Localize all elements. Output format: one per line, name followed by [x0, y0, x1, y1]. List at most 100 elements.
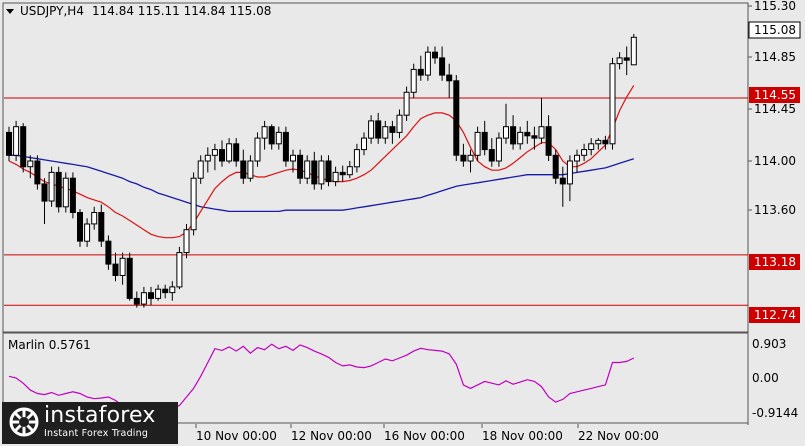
candle-body-bear: [531, 135, 538, 139]
candle: [169, 281, 176, 301]
candle: [34, 155, 41, 190]
price-tick: 113.60: [754, 203, 796, 217]
candle-body-bull: [254, 137, 261, 162]
symbol-label: USDJPY,H4: [20, 4, 84, 18]
candle: [616, 52, 623, 70]
candle: [282, 126, 289, 167]
candle-body-bear: [524, 131, 531, 137]
candle-body-bull: [474, 131, 481, 156]
candle: [574, 149, 580, 173]
candle: [588, 138, 595, 156]
price-axis: 115.30 114.85 114.45 114.00 113.60: [748, 0, 796, 217]
candle: [510, 115, 517, 150]
candle: [13, 120, 20, 161]
candle: [446, 63, 453, 98]
candle: [630, 33, 637, 66]
svg-text:115.08: 115.08: [754, 23, 796, 37]
candle-body-bear: [375, 120, 382, 139]
candle-body-bear: [510, 126, 517, 145]
level-badge-lower: 112.74: [749, 307, 800, 323]
time-label: 10 Nov 00:00: [196, 429, 277, 443]
candle-body-bull: [503, 126, 509, 139]
candle: [176, 246, 183, 290]
candle: [204, 147, 211, 173]
candle: [62, 172, 69, 213]
candle: [432, 46, 438, 64]
candle-body-bear: [432, 51, 438, 59]
candle-body-bear: [453, 80, 460, 156]
candle-body-bull: [48, 171, 55, 202]
candle-body-bull: [581, 149, 588, 156]
candle-body-bull: [424, 51, 431, 76]
candle: [424, 46, 431, 81]
candle: [233, 138, 240, 167]
candle: [396, 109, 403, 139]
candle: [148, 286, 154, 306]
candle: [27, 155, 34, 179]
candle: [325, 155, 332, 187]
candle: [552, 149, 559, 184]
candle: [403, 86, 410, 121]
candle-body-bull: [538, 126, 545, 139]
time-label: 22 Nov 00:00: [578, 429, 659, 443]
candle: [439, 46, 446, 81]
candle-body-bear: [34, 160, 41, 185]
instaforex-logo-icon: [9, 407, 39, 437]
candle: [368, 115, 375, 144]
candle-body-bull: [403, 91, 410, 116]
candle-body-bull: [84, 223, 91, 242]
candle-body-bear: [126, 257, 133, 299]
candle: [417, 55, 424, 81]
candle-body-bear: [162, 288, 169, 294]
candle: [219, 140, 225, 167]
candle: [133, 291, 140, 308]
price-tick: 114.85: [754, 50, 796, 64]
candle-body-bull: [183, 229, 190, 254]
candle: [346, 161, 353, 179]
candle: [517, 126, 524, 150]
candle-body-bull: [346, 166, 353, 176]
candle: [467, 149, 474, 173]
candle-body-bear: [282, 131, 289, 162]
candle-body-bear: [268, 126, 275, 145]
candle: [84, 218, 91, 247]
watermark-brand: instaforex: [44, 403, 156, 428]
svg-text:112.74: 112.74: [754, 308, 796, 322]
candle-body-bear: [112, 263, 119, 277]
candle-body-bull: [27, 160, 34, 168]
candle: [389, 120, 396, 144]
candle-body-bull: [495, 137, 502, 162]
candle-body-bull: [247, 160, 254, 179]
candle: [112, 252, 119, 282]
time-label: 12 Nov 00:00: [291, 429, 372, 443]
candle-body-bear: [105, 240, 112, 265]
candle: [183, 224, 190, 259]
time-axis: 10 Nov 00:00 12 Nov 00:00 16 Nov 00:00 1…: [195, 424, 659, 443]
candle: [20, 123, 27, 173]
candle: [126, 252, 133, 301]
candle: [339, 165, 346, 182]
candle-body-bull: [616, 57, 623, 65]
candle-body-bull: [410, 68, 417, 93]
candle-body-bull: [211, 149, 218, 156]
candle-body-bull: [155, 288, 162, 299]
candle-body-bear: [55, 171, 62, 208]
horizontal-levels: [4, 97, 748, 306]
candle: [375, 112, 382, 144]
candle: [69, 172, 76, 219]
candle: [48, 166, 55, 207]
candle-body-bull: [332, 171, 339, 183]
candle-body-bull: [630, 36, 637, 66]
candle: [602, 135, 609, 150]
candle-body-bear: [325, 160, 332, 183]
candle-body-bull: [595, 139, 602, 145]
candle: [559, 166, 566, 207]
candle-body-bear: [417, 68, 424, 76]
candle-body-bear: [69, 177, 76, 213]
candle-body-bear: [233, 143, 240, 162]
candle: [6, 126, 12, 161]
menu-triangle-icon[interactable]: [6, 9, 14, 14]
candle: [98, 204, 105, 247]
